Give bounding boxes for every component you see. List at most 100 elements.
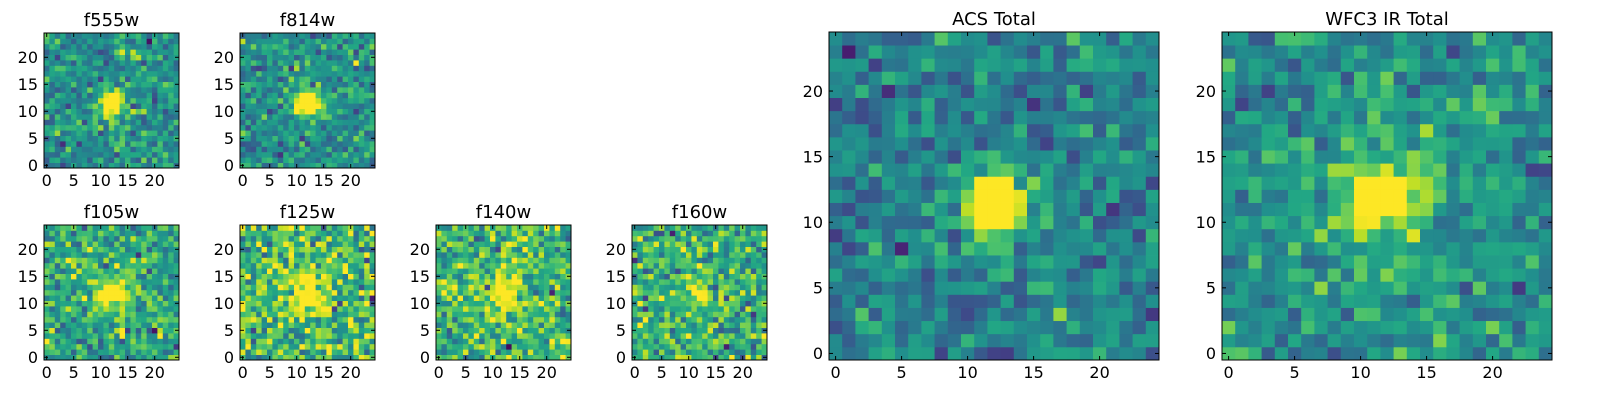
heatmap-cell xyxy=(522,235,529,242)
heatmap-cell xyxy=(538,300,545,307)
heatmap-cell xyxy=(1066,123,1081,138)
heatmap-cell xyxy=(103,108,110,115)
heatmap-cell xyxy=(1380,241,1394,256)
heatmap-cell xyxy=(565,316,572,323)
heatmap-cell xyxy=(538,241,545,247)
heatmap-cell xyxy=(108,354,115,361)
heatmap-cell xyxy=(648,306,654,312)
heatmap-cell xyxy=(761,349,768,355)
heatmap-cell xyxy=(358,225,365,231)
heatmap-cell xyxy=(60,252,66,258)
heatmap-cell xyxy=(1119,123,1133,138)
heatmap-cell xyxy=(511,246,518,253)
heatmap-cell xyxy=(267,327,273,334)
heatmap-cell xyxy=(81,322,88,328)
heatmap-cell xyxy=(659,230,665,237)
heatmap-cell xyxy=(71,327,77,334)
heatmap-cell xyxy=(1288,307,1302,322)
heatmap-cell xyxy=(245,343,252,350)
heatmap-cell xyxy=(1013,123,1028,138)
heatmap-cell xyxy=(1261,294,1276,308)
heatmap-cell xyxy=(299,135,306,142)
heatmap-cell xyxy=(484,262,491,269)
heatmap-cell xyxy=(506,257,512,264)
heatmap-cell xyxy=(119,349,126,355)
heatmap-cell xyxy=(119,87,126,93)
heatmap-cell xyxy=(560,252,566,258)
heatmap-cell xyxy=(855,189,869,203)
heatmap-cell xyxy=(533,284,539,291)
heatmap-cell xyxy=(240,70,246,77)
x-tick-label: 15 xyxy=(1023,363,1043,382)
heatmap-cell xyxy=(54,327,61,334)
heatmap-cell xyxy=(250,97,257,104)
heatmap-cell xyxy=(326,327,333,334)
heatmap-cell xyxy=(490,311,496,318)
heatmap-cell xyxy=(1119,307,1133,322)
heatmap-cell xyxy=(162,349,169,355)
heatmap-cell xyxy=(691,338,698,345)
heatmap-cell xyxy=(277,162,284,169)
heatmap-cell xyxy=(756,300,762,307)
heatmap-cell xyxy=(1314,150,1328,164)
heatmap-cell xyxy=(119,70,126,77)
heatmap-cell xyxy=(310,300,316,307)
heatmap-cell xyxy=(321,70,327,77)
heatmap-cell xyxy=(135,97,142,104)
heatmap-cell xyxy=(119,284,126,291)
x-tick-label: 20 xyxy=(341,171,361,190)
heatmap-cell xyxy=(1525,333,1540,348)
heatmap-cell xyxy=(108,146,115,153)
heatmap-cell xyxy=(484,338,491,345)
heatmap-cell xyxy=(168,268,174,274)
heatmap-cell xyxy=(961,123,975,138)
heatmap-cell xyxy=(358,124,365,131)
heatmap-cell xyxy=(1053,58,1067,72)
heatmap-cell xyxy=(267,284,273,291)
heatmap-cell xyxy=(1000,255,1015,269)
heatmap-cell xyxy=(974,163,988,177)
heatmap-cell xyxy=(659,262,665,269)
heatmap-cell xyxy=(642,257,649,264)
heatmap-cell xyxy=(436,241,442,247)
heatmap-cell xyxy=(974,71,988,85)
heatmap-cell xyxy=(60,49,66,55)
heatmap-cell xyxy=(468,262,475,269)
heatmap-cell xyxy=(1261,241,1276,256)
heatmap-cell xyxy=(157,316,164,323)
heatmap-cell xyxy=(637,279,644,285)
heatmap-cell xyxy=(648,316,654,323)
heatmap-cell xyxy=(702,316,708,323)
heatmap-cell xyxy=(364,124,370,131)
heatmap-cell xyxy=(675,306,681,312)
heatmap-cell xyxy=(855,241,869,256)
heatmap-cell xyxy=(538,262,545,269)
heatmap-cell xyxy=(98,284,104,291)
heatmap-cell xyxy=(1301,307,1315,322)
heatmap-cell xyxy=(168,119,174,126)
heatmap-cell xyxy=(1027,71,1041,85)
heatmap-cell xyxy=(92,289,99,296)
heatmap-cell xyxy=(1000,281,1015,295)
heatmap-cell xyxy=(294,124,300,131)
heatmap-cell xyxy=(119,151,126,158)
heatmap-cell xyxy=(240,151,246,158)
heatmap-cell xyxy=(1079,150,1094,164)
heatmap-cell xyxy=(162,81,169,88)
heatmap-cell xyxy=(745,327,752,334)
heatmap-cell xyxy=(348,87,354,93)
heatmap-cell xyxy=(358,54,365,61)
x-tick-label: 5 xyxy=(69,171,79,190)
heatmap-cell xyxy=(680,230,687,237)
heatmap-cell xyxy=(653,235,660,242)
heatmap-cell xyxy=(642,316,649,323)
heatmap-cell xyxy=(108,306,115,312)
heatmap-cell xyxy=(1093,176,1107,190)
heatmap-cell xyxy=(331,146,338,153)
heatmap-cell xyxy=(707,322,714,328)
heatmap-cell xyxy=(364,33,370,39)
heatmap-cell xyxy=(162,235,169,242)
heatmap-cell xyxy=(304,54,311,61)
heatmap-cell xyxy=(452,235,458,242)
heatmap-cell xyxy=(1027,32,1041,46)
